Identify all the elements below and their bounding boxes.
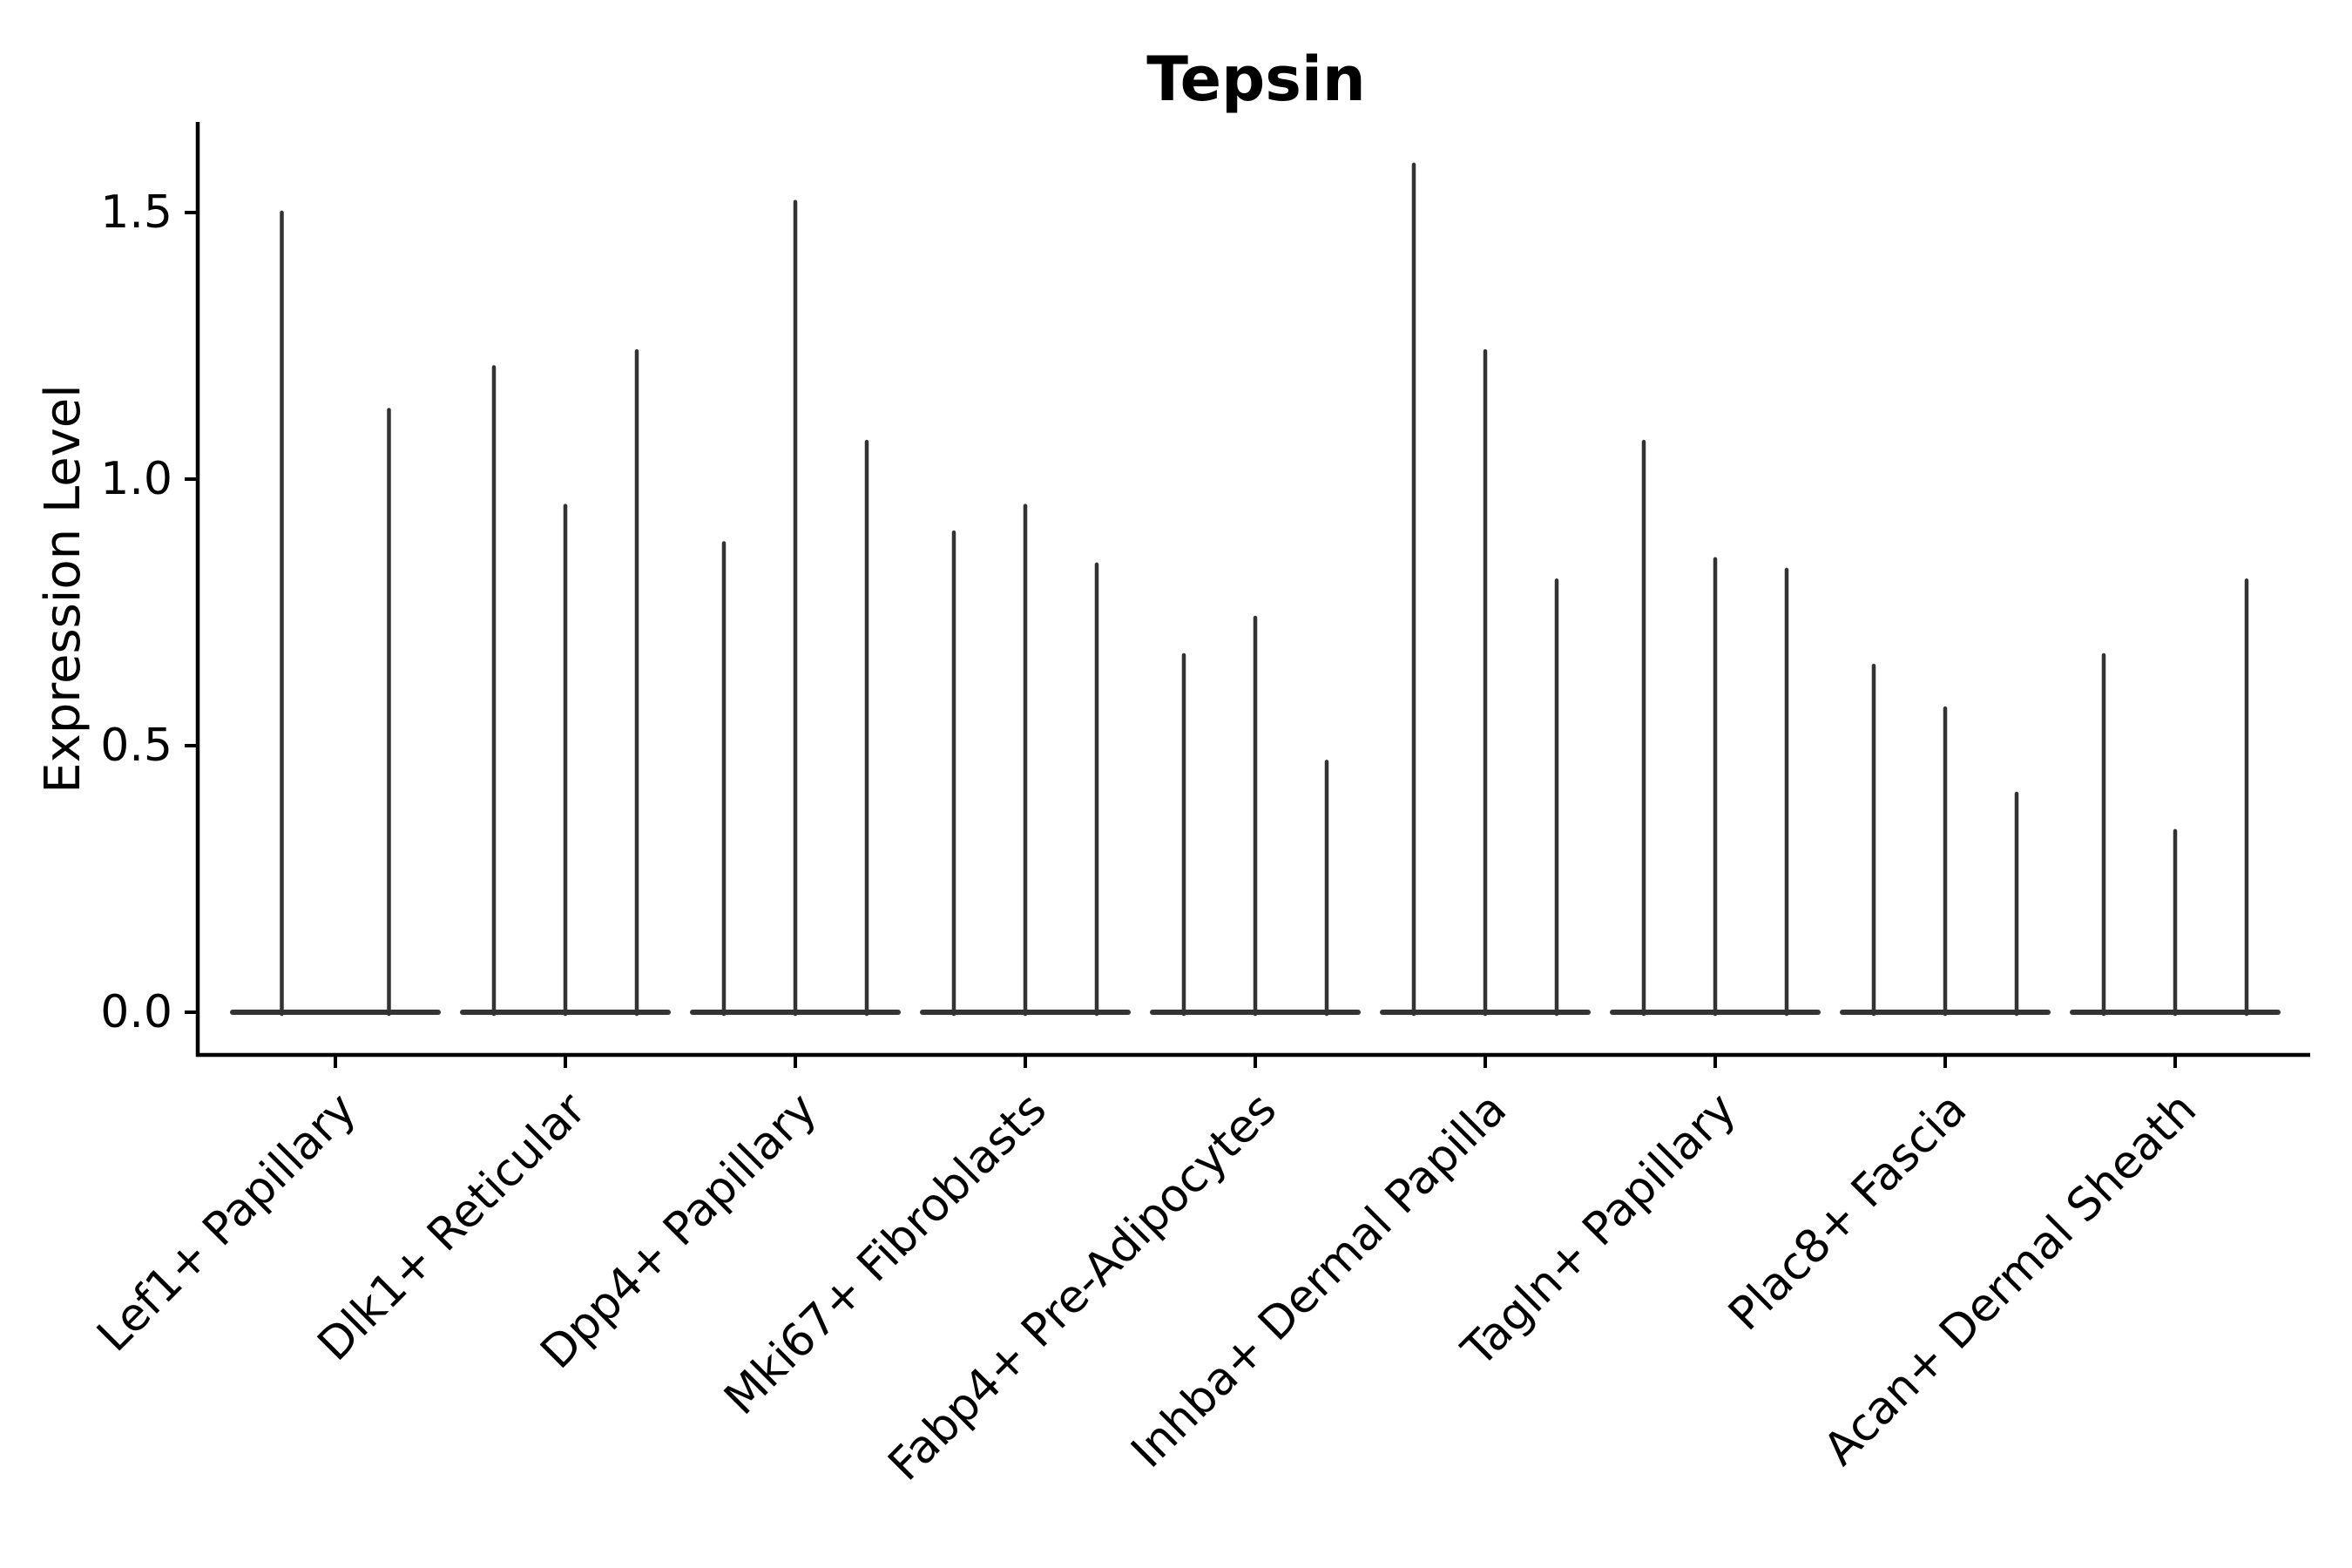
y-tick-label: 0.0	[100, 986, 172, 1038]
y-axis-label: Expression Level	[35, 384, 91, 794]
y-tick-label: 1.0	[100, 453, 172, 505]
chart-title: Tepsin	[1146, 44, 1366, 115]
y-tick-label: 0.5	[100, 720, 172, 772]
y-tick-label: 1.5	[100, 186, 172, 239]
